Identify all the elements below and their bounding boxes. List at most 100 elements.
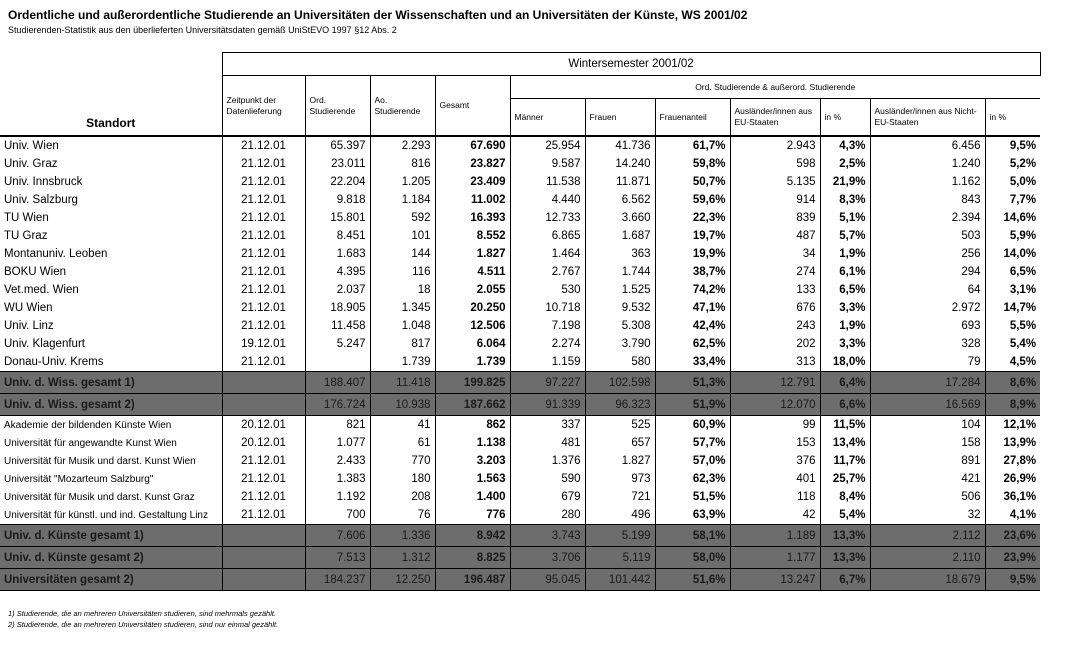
table-cell: 9,5% xyxy=(984,136,1041,155)
table-row: Univ. Wien 21.12.01 65.397 2.293 67.690 25.95… xyxy=(0,136,1041,155)
table-cell: 14,6% xyxy=(984,209,1041,227)
table-cell: 7,7% xyxy=(984,191,1041,209)
table-cell: 590 xyxy=(509,470,585,488)
group-header: Wintersemester 2001/02 xyxy=(221,52,1041,76)
table-cell: Vet.med. Wien xyxy=(4,284,79,296)
column-header: Männer xyxy=(509,98,585,137)
column-header: Frauenanteil xyxy=(654,98,730,137)
table-cell: 21,9% xyxy=(819,173,870,191)
table-cell: 1.683 xyxy=(304,245,370,263)
table-cell: 21.12.01 xyxy=(221,136,305,155)
table-cell: 21.12.01 xyxy=(221,488,305,506)
table-cell: 158 xyxy=(869,434,985,452)
table-cell: 187.662 xyxy=(434,393,510,416)
table-cell: 10.938 xyxy=(369,393,435,416)
table-cell: 58,1% xyxy=(654,524,730,547)
table-cell: 27,8% xyxy=(984,452,1041,470)
column-header: in % xyxy=(819,98,870,137)
table-cell: 3,3% xyxy=(819,299,870,317)
table-cell: 51,3% xyxy=(654,371,730,394)
table-cell: 1.376 xyxy=(509,452,585,470)
table-row: Univ. d. Künste gesamt 2) 7.513 1.312 8.825… xyxy=(0,546,1041,569)
table-cell: 679 xyxy=(509,488,585,506)
table-cell: 199.825 xyxy=(434,371,510,394)
table-cell xyxy=(221,568,305,591)
table-cell: 5,4% xyxy=(819,506,870,525)
title: Ordentliche und außerordentliche Studier… xyxy=(8,8,748,22)
table-cell: 12,1% xyxy=(984,415,1041,434)
table-cell: 294 xyxy=(869,263,985,281)
table-cell: 7.513 xyxy=(304,546,370,569)
table-cell xyxy=(304,353,370,372)
table-cell: 1.464 xyxy=(509,245,585,263)
table-cell: 144 xyxy=(369,245,435,263)
table-cell: Univ. d. Wiss. gesamt 1) xyxy=(0,371,222,394)
table-cell: 133 xyxy=(729,281,820,299)
table-cell: 18 xyxy=(369,281,435,299)
table-cell: 256 xyxy=(869,245,985,263)
table-cell: 421 xyxy=(869,470,985,488)
table-cell: 6,6% xyxy=(819,393,870,416)
table-cell: 11,7% xyxy=(819,452,870,470)
table-cell: 97.227 xyxy=(509,371,585,394)
table-cell: 51,6% xyxy=(654,568,730,591)
table-cell: 3,3% xyxy=(819,335,870,353)
table-cell: 280 xyxy=(509,506,585,525)
table-cell: 116 xyxy=(369,263,435,281)
table-cell: 5.247 xyxy=(304,335,370,353)
table-cell: 2,5% xyxy=(819,155,870,173)
table-cell: 101 xyxy=(369,227,435,245)
table-cell: 21.12.01 xyxy=(221,173,305,191)
table-cell: 5,4% xyxy=(984,335,1041,353)
table-cell: 6,7% xyxy=(819,568,870,591)
column-header: Ord. Studierende xyxy=(304,75,370,137)
table-cell: 8.942 xyxy=(434,524,510,547)
table-cell: 525 xyxy=(584,415,655,434)
table-cell: 1.336 xyxy=(369,524,435,547)
table-cell: 598 xyxy=(729,155,820,173)
table-cell: 592 xyxy=(369,209,435,227)
table-cell: 8,9% xyxy=(984,393,1041,416)
table-cell: 1.739 xyxy=(369,353,435,372)
table-cell: 530 xyxy=(509,281,585,299)
table-cell: 59,6% xyxy=(654,191,730,209)
table-cell: 1.138 xyxy=(434,434,510,452)
table-cell: 99 xyxy=(729,415,820,434)
table-cell: 13,3% xyxy=(819,546,870,569)
table-cell: Donau-Univ. Krems xyxy=(4,356,104,368)
table-row: Donau-Univ. Krems 21.12.01 1.739 1.739 1.159… xyxy=(0,353,1041,372)
table-cell: 7.198 xyxy=(509,317,585,335)
table-row: Universität für Musik und darst. Kunst G… xyxy=(0,488,1041,506)
table-row: Univ. Klagenfurt 19.12.01 5.247 817 6.064 2.2… xyxy=(0,335,1041,353)
table-cell: 180 xyxy=(369,470,435,488)
table-cell xyxy=(221,393,305,416)
table-cell: 13.247 xyxy=(729,568,820,591)
table-cell: 18.905 xyxy=(304,299,370,317)
table-cell: 21.12.01 xyxy=(221,470,305,488)
table-cell: 1.162 xyxy=(869,173,985,191)
table-cell: 50,7% xyxy=(654,173,730,191)
table-cell: 1.563 xyxy=(434,470,510,488)
table-cell: 914 xyxy=(729,191,820,209)
table-cell: 503 xyxy=(869,227,985,245)
table-cell: 1.744 xyxy=(584,263,655,281)
table-cell: 4.511 xyxy=(434,263,510,281)
table-cell: TU Wien xyxy=(4,212,49,224)
table-cell: 3.660 xyxy=(584,209,655,227)
table-row: Universitäten gesamt 2) 184.237 12.250 196.… xyxy=(0,568,1041,591)
table-cell: Universität für Musik und darst. Kunst W… xyxy=(4,455,196,467)
table-cell: 118 xyxy=(729,488,820,506)
table-cell: 2.972 xyxy=(869,299,985,317)
table-cell: 2.112 xyxy=(869,524,985,547)
table-cell: 17.284 xyxy=(869,371,985,394)
table-cell: 2.274 xyxy=(509,335,585,353)
table-cell: 4.395 xyxy=(304,263,370,281)
table-cell: 2.767 xyxy=(509,263,585,281)
table-cell: 5.199 xyxy=(584,524,655,547)
table-cell: 12.733 xyxy=(509,209,585,227)
table-cell: 6,5% xyxy=(984,263,1041,281)
table-cell: 1.240 xyxy=(869,155,985,173)
table-cell: 16.393 xyxy=(434,209,510,227)
table-cell: Univ. Salzburg xyxy=(4,194,78,206)
